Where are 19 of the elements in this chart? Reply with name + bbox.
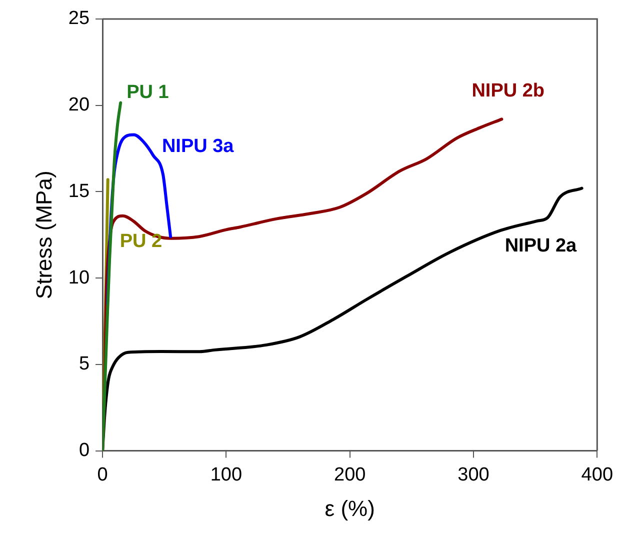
- y-tick-label: 15: [68, 180, 90, 202]
- x-tick-label: 0: [97, 464, 108, 486]
- series-label: NIPU 3a: [162, 136, 234, 157]
- series-label: NIPU 2a: [504, 236, 578, 256]
- x-tick-label: 400: [581, 464, 613, 486]
- y-tick-label: 0: [78, 440, 90, 462]
- y-tick-label: 10: [68, 267, 90, 288]
- series-label: PU 1: [126, 82, 170, 104]
- x-tick-label: 300: [458, 464, 490, 486]
- y-tick-label: 25: [68, 8, 90, 30]
- line-series: [102, 101, 122, 451]
- y-tick-label: 20: [68, 94, 90, 116]
- series-label: NIPU 2b: [472, 80, 545, 102]
- x-tick-label: 100: [210, 464, 242, 486]
- series-label: PU 2: [120, 230, 162, 252]
- y-axis-title: Stress (MPa): [31, 170, 56, 300]
- x-tick-label: 200: [334, 464, 366, 486]
- x-axis-title: ε (%): [324, 496, 375, 521]
- y-tick-label: 5: [78, 354, 90, 375]
